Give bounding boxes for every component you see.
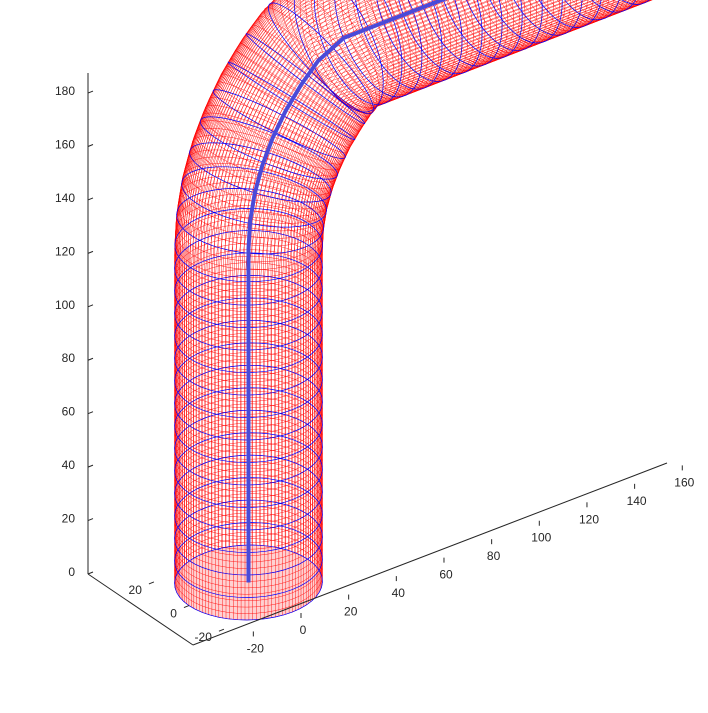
z-tick-label: 180 — [55, 84, 75, 98]
z-tick-mark — [87, 518, 94, 522]
z-tick-mark — [87, 197, 94, 201]
x-tick-label: 100 — [531, 531, 551, 545]
x-tick-label: 40 — [392, 586, 406, 600]
x-tick-label: 120 — [579, 512, 599, 526]
x-axis-line — [192, 462, 668, 646]
tube-mesh — [174, 0, 653, 621]
ring-lines — [174, 0, 650, 621]
tick-marks — [87, 90, 683, 637]
tube-centerline — [246, 0, 448, 583]
y-tick-label: 20 — [129, 583, 143, 597]
y-tick-mark — [148, 581, 155, 585]
z-tick-label: 20 — [62, 512, 76, 526]
z-tick-mark — [87, 464, 94, 468]
z-tick-mark — [87, 304, 94, 308]
z-tick-label: 160 — [55, 138, 75, 152]
y-tick-label: 0 — [170, 607, 177, 621]
y-tick-mark — [218, 628, 225, 632]
z-tick-mark — [87, 90, 94, 94]
tube-surface — [174, 0, 653, 621]
x-tick-label: 140 — [627, 494, 647, 508]
z-tick-label: 120 — [55, 244, 75, 258]
z-tick-mark — [87, 357, 94, 361]
z-tick-mark — [87, 250, 94, 254]
z-tick-mark — [87, 411, 94, 415]
tube-rings — [174, 0, 650, 621]
x-tick-label: 0 — [300, 623, 307, 637]
y-axis-line — [87, 573, 194, 646]
y-tick-label: -20 — [195, 630, 213, 644]
centerline-path — [246, 0, 448, 583]
z-tick-mark — [87, 144, 94, 147]
z-tick-label: 0 — [68, 565, 75, 579]
z-tick-label: 60 — [62, 405, 76, 419]
z-tick-label: 140 — [55, 191, 75, 205]
y-tick-mark — [183, 605, 190, 609]
axes — [87, 73, 668, 646]
z-tick-label: 80 — [62, 351, 76, 365]
z-tick-label: 100 — [55, 298, 75, 312]
x-tick-label: 60 — [439, 568, 453, 582]
x-tick-label: -20 — [247, 641, 265, 655]
x-tick-label: 80 — [487, 549, 501, 563]
x-tick-label: 20 — [344, 605, 358, 619]
tick-labels: 0 20 40 60 80 100 120 140 160 180 -20 0 20 -20 0 20 40 60… — [55, 84, 695, 655]
z-tick-label: 40 — [62, 458, 76, 472]
x-tick-label: 160 — [674, 475, 694, 489]
z-tick-mark — [87, 571, 94, 575]
